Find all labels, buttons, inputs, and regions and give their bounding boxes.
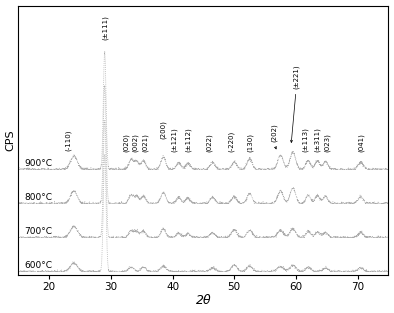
Text: (021): (021) [141,133,148,152]
Text: (-110): (-110) [65,130,71,151]
Text: (022): (022) [206,133,213,152]
Text: 700°C: 700°C [24,227,52,236]
Text: (023): (023) [323,133,330,152]
Text: (020): (020) [123,133,130,152]
Y-axis label: CPS: CPS [6,129,15,151]
Text: (-220): (-220) [228,131,234,152]
X-axis label: 2θ: 2θ [195,295,211,307]
Text: (130): (130) [246,133,253,152]
Text: 900°C: 900°C [24,159,52,168]
Text: (±113): (±113) [302,127,309,152]
Text: (±112): (±112) [185,127,191,152]
Text: (±221): (±221) [293,64,299,89]
Text: (041): (041) [357,133,364,152]
Text: 800°C: 800°C [24,193,52,202]
Text: (±311): (±311) [314,127,321,152]
Text: (202): (202) [271,123,278,142]
Text: 600°C: 600°C [24,261,52,270]
Text: (002): (002) [132,133,139,152]
Text: (±111): (±111) [101,15,108,39]
Text: (±121): (±121) [171,127,178,152]
Text: (200): (200) [160,120,167,139]
